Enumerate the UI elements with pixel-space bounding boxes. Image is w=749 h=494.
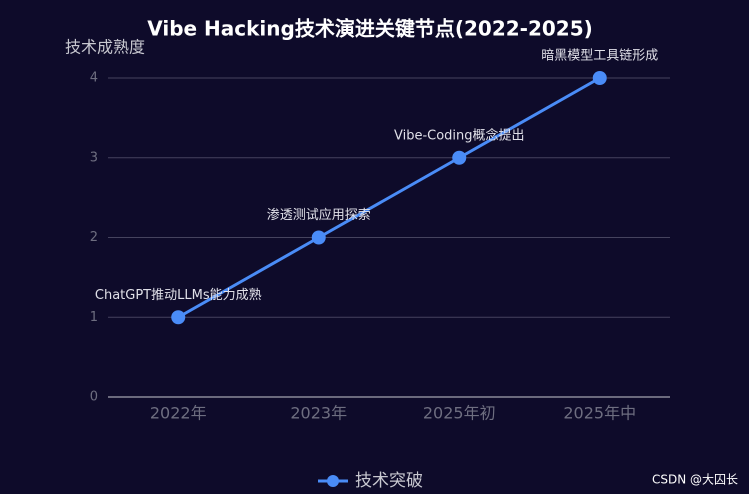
y-tick-label: 1 — [90, 310, 98, 325]
x-tick-label: 2022年 — [150, 404, 207, 423]
chart-title: Vibe Hacking技术演进关键节点(2022-2025) — [147, 17, 593, 41]
x-tick-label: 2023年 — [290, 404, 347, 423]
y-tick-label: 4 — [90, 71, 98, 86]
legend-marker — [327, 475, 339, 487]
data-point — [171, 310, 186, 325]
y-tick-label: 2 — [90, 230, 98, 245]
y-tick-label: 3 — [90, 150, 98, 165]
x-tick-label: 2025年中 — [563, 404, 636, 423]
point-label: 渗透测试应用探索 — [267, 207, 371, 223]
legend-label: 技术突破 — [355, 471, 423, 491]
data-point — [452, 150, 467, 165]
y-tick-label: 0 — [90, 390, 98, 405]
data-point — [311, 230, 326, 245]
point-label: ChatGPT推动LLMs能力成熟 — [95, 287, 262, 303]
x-tick-label: 2025年初 — [423, 404, 496, 423]
point-label: 暗黑模型工具链形成 — [541, 49, 658, 64]
point-label: Vibe-Coding概念提出 — [394, 127, 525, 143]
series-line — [177, 76, 601, 319]
data-point — [592, 71, 607, 85]
watermark: CSDN @大囚长 — [652, 473, 738, 487]
y-axis-label: 技术成熟度 — [65, 38, 145, 57]
